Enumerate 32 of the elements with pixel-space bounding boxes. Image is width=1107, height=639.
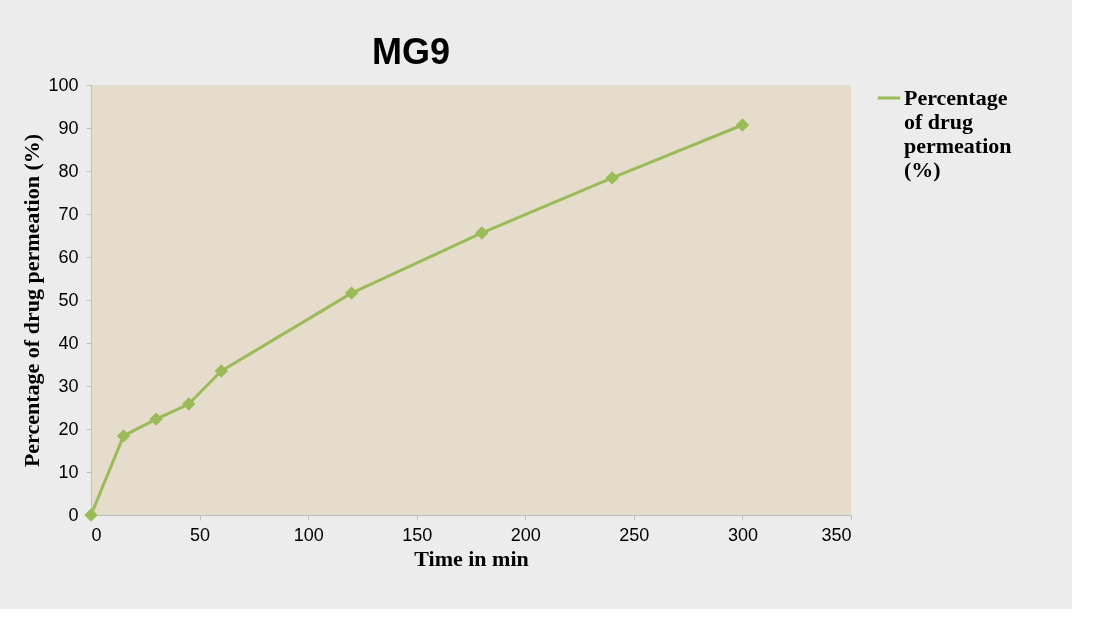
- y-tick-label: 10: [58, 461, 79, 482]
- y-axis-title: Percentage of drug permeation (%): [19, 133, 45, 468]
- chart-title: MG9: [371, 31, 451, 72]
- x-axis-title: Time in min: [414, 545, 529, 571]
- y-tick-label: 30: [58, 375, 79, 396]
- y-tick-label: 100: [48, 74, 79, 95]
- x-tick-label: 0: [91, 524, 102, 545]
- y-tick-label: 0: [68, 504, 79, 525]
- point: [475, 226, 489, 240]
- point: [605, 171, 619, 185]
- y-tick-label: 60: [58, 246, 79, 267]
- x-tick-label: 200: [510, 524, 541, 545]
- y-tick-label: 70: [58, 203, 79, 224]
- x-tick-label: 350: [821, 524, 852, 545]
- x-tick-label: 150: [402, 524, 433, 545]
- point: [182, 397, 196, 411]
- point: [214, 364, 228, 378]
- y-tick-label: 20: [58, 418, 79, 439]
- x-tick-label: 300: [727, 524, 758, 545]
- y-tick-label: 90: [58, 117, 79, 138]
- point: [149, 412, 163, 426]
- y-tick-label: 40: [58, 332, 79, 353]
- legend-label: Percentage of drug permeation (%): [904, 85, 1012, 182]
- x-tick-label: 250: [619, 524, 650, 545]
- point: [344, 286, 359, 300]
- point: [84, 508, 98, 522]
- point: [116, 429, 131, 443]
- y-tick-label: 80: [58, 160, 79, 181]
- y-tick-label: 50: [58, 289, 79, 310]
- x-tick-label: 50: [190, 524, 211, 545]
- point: [735, 118, 750, 132]
- x-tick-label: 100: [293, 524, 324, 545]
